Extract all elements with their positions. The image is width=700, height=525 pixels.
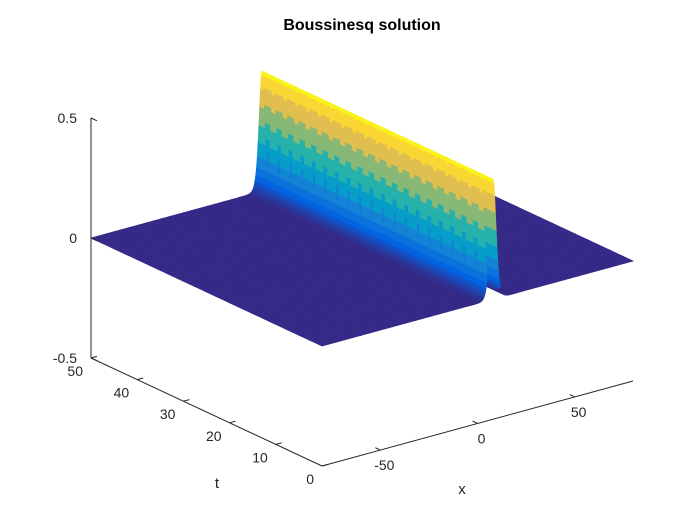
x-tick-label: 0 bbox=[478, 431, 486, 447]
z-tick bbox=[90, 117, 98, 122]
t-tick-label: 20 bbox=[206, 428, 222, 444]
t-tick-label: 50 bbox=[67, 363, 83, 379]
z-tick bbox=[90, 237, 98, 242]
chart-title: Boussinesq solution bbox=[283, 17, 440, 34]
t-tick-label: 0 bbox=[306, 471, 314, 487]
t-tick bbox=[183, 399, 190, 402]
tick-group: -0.5 0 0.5 0 10 20 30 40 50 -50 0 50 bbox=[53, 110, 587, 487]
z-tick-label: -0.5 bbox=[53, 350, 77, 366]
t-tick-label: 30 bbox=[160, 406, 176, 422]
x-axis-label: x bbox=[458, 481, 466, 498]
t-axis-line bbox=[90, 357, 323, 467]
x-tick-label: 50 bbox=[571, 404, 587, 420]
x-tick-label: -50 bbox=[374, 457, 394, 473]
t-tick bbox=[137, 377, 144, 381]
surface-patch bbox=[612, 255, 635, 264]
x-tick bbox=[375, 447, 381, 451]
z-tick-label: 0.5 bbox=[58, 110, 78, 126]
surface-mesh bbox=[89, 70, 635, 347]
t-tick-label: 10 bbox=[252, 449, 268, 465]
z-tick-label: 0 bbox=[69, 230, 77, 246]
z-tick bbox=[90, 357, 98, 362]
x-tick bbox=[569, 394, 575, 398]
t-tick bbox=[90, 355, 98, 359]
x-tick bbox=[472, 420, 478, 424]
t-tick bbox=[321, 463, 329, 467]
t-tick bbox=[275, 442, 282, 445]
t-axis-label: t bbox=[215, 475, 220, 492]
t-tick-label: 40 bbox=[114, 385, 130, 401]
t-tick bbox=[229, 420, 236, 424]
